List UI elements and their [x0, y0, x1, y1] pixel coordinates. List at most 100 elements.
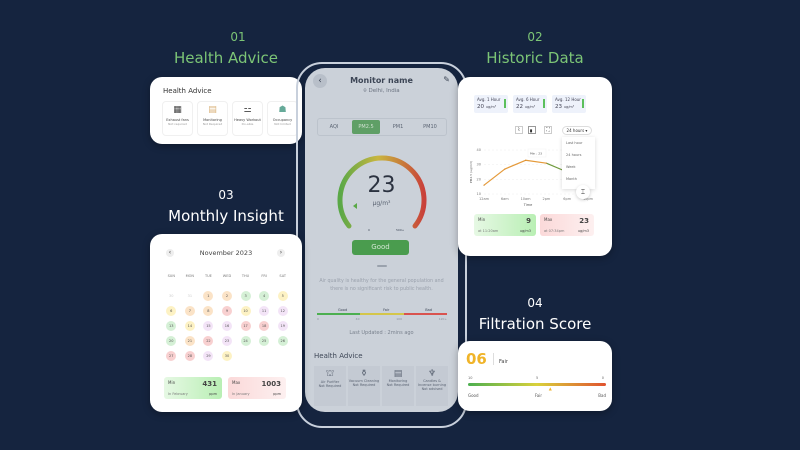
section-04-number: 04 [527, 296, 543, 310]
filtration-marker: ▲ [548, 386, 552, 391]
weekday-header: TUE [204, 274, 212, 278]
calendar-day[interactable]: 30 [221, 351, 232, 361]
y-tick-label: 10 [477, 192, 481, 196]
option-month[interactable]: Month [566, 177, 577, 181]
range-select[interactable]: 24 hours ▾ [562, 126, 592, 135]
tab-aqi[interactable]: AQI [329, 124, 339, 130]
option-last-hour[interactable]: Last hour [566, 141, 583, 145]
tab-pm10[interactable]: PM10 [423, 124, 437, 130]
x-tick-label: 2pm [542, 197, 550, 201]
calendar-day[interactable]: 11 [259, 306, 270, 316]
scale-ticks: 0 40 100 120+ [317, 317, 447, 321]
line-chart-icon[interactable]: ⌇ [515, 126, 523, 134]
cursor-icon: ⌶ [576, 185, 590, 199]
fan-icon: ▦ [173, 105, 182, 115]
y-tick-label: 30 [477, 163, 481, 167]
section-02-title: Historic Data [486, 49, 584, 67]
next-month-button[interactable]: › [277, 249, 285, 257]
calendar-day[interactable]: 9 [221, 306, 232, 316]
calendar-day[interactable]: 6 [166, 306, 177, 316]
advice-candles[interactable]: ♆ Candles & Incense burning Not advised [416, 366, 448, 406]
calendar-day[interactable]: 24 [240, 336, 251, 346]
section-01-number: 01 [230, 30, 246, 44]
calendar-day[interactable]: 10 [240, 306, 251, 316]
calendar-day[interactable]: 30 [169, 294, 174, 298]
calendar-day[interactable]: 27 [166, 351, 177, 361]
gauge-min: 0 [368, 228, 370, 232]
gauge-indicator [353, 203, 357, 209]
x-tick-label: 12am [479, 197, 490, 201]
weekday-header: THU [241, 274, 250, 278]
calendar-day[interactable]: 1 [203, 291, 214, 301]
x-axis-label: Time [523, 203, 533, 207]
calendar-day[interactable]: 14 [184, 321, 195, 331]
advice-item[interactable]: ▦ Exhaust fans Not required [162, 101, 193, 136]
phone-health-advice-title: Health Advice [314, 352, 363, 360]
prev-month-button[interactable]: ‹ [166, 249, 174, 257]
advice-item[interactable]: ☗ Occupancy Not limited [267, 101, 298, 136]
pm-gauge [337, 155, 427, 229]
filtration-labels: Good Fair Bad [468, 393, 606, 398]
calendar-day[interactable]: 20 [166, 336, 177, 346]
section-04-title: Filtration Score [478, 315, 592, 333]
expand-icon[interactable]: ⛶ [544, 126, 552, 134]
calendar-min-stat: Min 431 In February ppm [164, 377, 222, 399]
calendar-day[interactable]: 2 [221, 291, 232, 301]
tab-pm1[interactable]: PM1 [392, 124, 404, 130]
advice-item[interactable]: ⚍ Heavy Workout Do-able [232, 101, 263, 136]
weekday-header: SUN [167, 274, 175, 278]
monthly-insight-card: ‹ November 2023 › SUN MON TUE WED THU FRI SAT 3… [150, 234, 302, 412]
calendar-day[interactable]: 29 [203, 351, 214, 361]
calendar-day[interactable]: 26 [277, 336, 288, 346]
x-tick-label: 10am [521, 197, 532, 201]
line-segment [525, 159, 547, 164]
calendar-day[interactable]: 8 [203, 306, 214, 316]
calendar-day[interactable]: 31 [187, 294, 193, 298]
calendar-day[interactable]: 28 [184, 351, 195, 361]
option-week[interactable]: Week [566, 165, 576, 169]
y-tick-label: 20 [477, 177, 481, 181]
monitor-title: Monitor name [350, 76, 413, 85]
advice-vacuum[interactable]: ⚱ Vacuum Cleaning Not Required [348, 366, 380, 406]
calendar-day[interactable]: 16 [221, 321, 232, 331]
advice-air-purifier[interactable]: ⛫ Air Purifier Not Required [314, 366, 346, 406]
phone-screen: ‹ Monitor name ⌾ Delhi, India ✎ AQI PM2.… [305, 68, 458, 412]
calendar-day[interactable]: 4 [259, 291, 270, 301]
calendar-day[interactable]: 25 [259, 336, 270, 346]
location: ⌾ Delhi, India [363, 88, 400, 94]
data-point [483, 184, 485, 186]
x-tick-label: 10pm [583, 197, 594, 201]
calendar-day[interactable]: 15 [203, 321, 214, 331]
calendar-day[interactable]: 18 [259, 321, 270, 331]
air-quality-description: Air quality is healthy for the general p… [319, 279, 444, 292]
calendar-day[interactable]: 12 [277, 306, 288, 316]
last-updated: Last Updated : 2mins ago [349, 330, 414, 336]
calendar-day[interactable]: 3 [240, 291, 251, 301]
advice-monitoring[interactable]: ▤ Monitoring Not Required [382, 366, 414, 406]
edit-icon[interactable]: ✎ [443, 75, 450, 84]
metric-tabs: AQI PM2.5 PM1 PM10 [317, 118, 447, 136]
calendar-day[interactable]: 21 [184, 336, 195, 346]
calendar-day[interactable]: 23 [221, 336, 232, 346]
scale-bar [317, 313, 447, 315]
line-segment [483, 168, 506, 186]
advice-item[interactable]: ▤ Monitoring Not Required [197, 101, 228, 136]
back-button[interactable]: ‹ [313, 74, 327, 88]
calendar-day[interactable]: 17 [240, 321, 251, 331]
section-01-title: Health Advice [173, 49, 279, 67]
people-icon: ☗ [278, 105, 287, 115]
filtration-bar [468, 383, 606, 386]
calendar-day[interactable]: 22 [203, 336, 214, 346]
calendar-day[interactable]: 19 [277, 321, 288, 331]
calendar-day[interactable]: 7 [184, 306, 195, 316]
tab-pm25[interactable]: PM2.5 [352, 120, 380, 134]
calendar-day[interactable]: 13 [166, 321, 177, 331]
option-24-hours[interactable]: 24 hours [566, 153, 582, 157]
filtration-score: 06 [466, 350, 487, 368]
gauge-unit: µg/m³ [372, 200, 391, 207]
calendar-day[interactable]: 5 [277, 291, 288, 301]
historic-chart: 10 20 30 40 12am 6am 10am 2pm 6pm 10pm Time PM2.5 (… [469, 148, 594, 207]
vacuum-icon: ⚱ [360, 369, 368, 379]
bar-chart-icon[interactable]: ▖ [528, 126, 536, 134]
page-dots [377, 265, 387, 267]
